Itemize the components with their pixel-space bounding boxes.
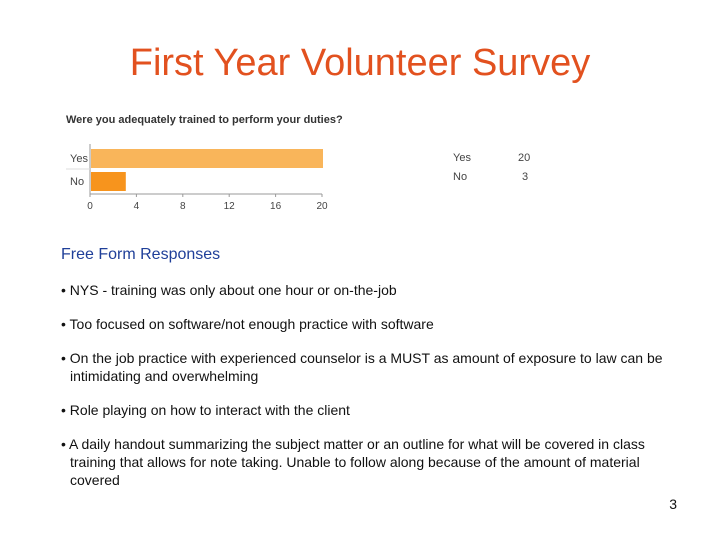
legend-label-no: No — [453, 171, 468, 183]
x-tick-label: 0 — [87, 201, 93, 212]
survey-bar-chart: Yes No 0 4 8 12 16 20 — [66, 144, 328, 212]
page-number: 3 — [669, 496, 677, 512]
x-tick-label: 20 — [316, 201, 328, 212]
x-tick-label: 4 — [134, 201, 140, 212]
chart-question: Were you adequately trained to perform y… — [66, 114, 343, 126]
legend-value-no: 3 — [522, 171, 529, 183]
legend-label-yes: Yes — [453, 152, 471, 164]
category-label: No — [70, 176, 84, 188]
slide-title: First Year Volunteer Survey — [129, 42, 591, 84]
x-tick-label: 8 — [180, 201, 186, 212]
response-item: • NYS - training was only about one hour… — [61, 282, 397, 298]
x-tick-label: 16 — [270, 201, 282, 212]
response-item: • A daily handout summarizing the subjec… — [61, 436, 645, 488]
section-heading: Free Form Responses — [61, 246, 221, 263]
legend-value-yes: 20 — [518, 152, 531, 164]
response-item: • On the job practice with experienced c… — [61, 350, 663, 384]
x-tick-label: 12 — [224, 201, 236, 212]
category-label: Yes — [70, 153, 88, 165]
bar-yes — [91, 149, 323, 168]
bar-no — [91, 172, 126, 191]
response-item: • Too focused on software/not enough pra… — [61, 316, 434, 332]
response-item: • Role playing on how to interact with t… — [61, 402, 350, 418]
